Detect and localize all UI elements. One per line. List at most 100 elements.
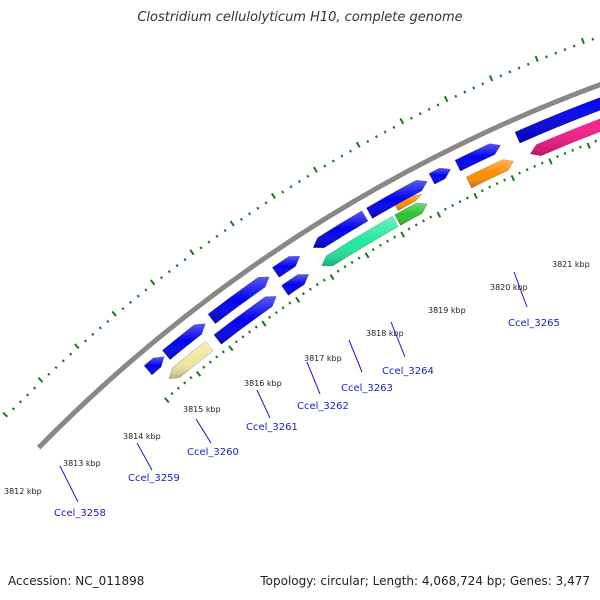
outer-tick-ring [2, 37, 595, 418]
outer-tick [443, 95, 449, 103]
outer-tick [297, 179, 301, 184]
inner-tick [571, 148, 575, 152]
outer-tick [554, 51, 558, 55]
accession-text: Accession: NC_011898 [8, 574, 145, 588]
inner-tick [407, 227, 411, 231]
gene-label: Ccel_3261 [246, 422, 298, 433]
outer-tick [580, 37, 585, 45]
outer-tick [183, 258, 187, 262]
outer-tick [136, 294, 140, 298]
kbp-label: 3815 kbp [183, 405, 221, 414]
outer-tick [508, 70, 512, 74]
gene-shading [208, 276, 270, 324]
inner-tick [195, 370, 202, 377]
inner-tick [495, 181, 499, 186]
leader-line [136, 442, 153, 471]
outer-tick [289, 185, 293, 189]
gene-shading [429, 168, 451, 185]
inner-tick [386, 239, 389, 243]
outer-tick [499, 74, 503, 78]
outer-tick [47, 372, 51, 376]
outer-tick [313, 166, 318, 173]
inner-tick [540, 161, 544, 165]
kbp-label: 3821 kbp [552, 260, 590, 269]
outer-tick [383, 130, 387, 134]
inner-tick [503, 178, 507, 182]
gene-shading [281, 274, 309, 296]
outer-tick [463, 90, 467, 94]
leader-line [306, 361, 321, 395]
inner-tick [329, 274, 335, 281]
gene-shading [366, 180, 428, 219]
inner-tick [241, 335, 245, 339]
inner-tick [315, 283, 319, 287]
outer-tick [175, 263, 179, 268]
inner-tick [451, 203, 455, 208]
kbp-label: 3813 kbp [63, 459, 101, 468]
inner-tick [357, 256, 361, 260]
outer-tick [189, 249, 195, 256]
outer-tick [366, 139, 370, 144]
inner-tick [274, 310, 278, 315]
inner-tick [189, 376, 193, 380]
leader-line [513, 271, 528, 308]
gene-shading [144, 356, 165, 375]
inner-tick [371, 247, 375, 252]
outer-tick [270, 192, 276, 199]
outer-tick [11, 407, 16, 411]
gene-shading [313, 210, 368, 248]
outer-tick [517, 66, 521, 70]
gene-label: Ccel_3258 [54, 508, 106, 519]
inner-tick [234, 340, 238, 344]
outer-tick [591, 37, 595, 41]
outer-tick [418, 112, 422, 116]
genome-backbone [36, 82, 600, 450]
inner-tick [343, 265, 347, 269]
outer-tick [106, 319, 110, 324]
genome-summary: Topology: circular; Length: 4,068,724 bp… [260, 574, 590, 588]
gene-label: Ccel_3264 [382, 366, 434, 377]
outer-tick [572, 44, 576, 48]
inner-tick [208, 360, 212, 364]
kbp-label: 3820 kbp [490, 283, 528, 292]
leader-line [256, 389, 271, 419]
inner-tick [563, 151, 567, 155]
outer-tick [481, 82, 485, 86]
gene-label: Ccel_3265 [508, 318, 560, 329]
outer-tick [98, 326, 102, 330]
inner-tick [248, 330, 252, 334]
outer-tick [32, 386, 37, 390]
outer-tick [427, 107, 431, 111]
inner-tick [548, 158, 553, 165]
inner-tick [281, 306, 285, 310]
inner-tick [221, 350, 225, 354]
inner-tick [164, 397, 170, 404]
outer-tick [323, 164, 327, 168]
inner-tick [436, 211, 442, 218]
outer-tick [399, 118, 405, 125]
leader-line [390, 321, 406, 358]
inner-tick [400, 231, 406, 238]
inner-tick [473, 192, 478, 200]
outer-tick [331, 159, 335, 163]
outer-tick [2, 411, 9, 418]
outer-tick [526, 62, 530, 66]
inner-tick [301, 292, 306, 296]
inner-tick [393, 235, 397, 239]
gene-track [143, 97, 600, 380]
map-title: Clostridium cellulolyticum H10, complete… [137, 10, 463, 25]
kbp-label: 3818 kbp [366, 329, 404, 338]
outer-tick [392, 125, 396, 129]
outer-tick [215, 234, 219, 238]
outer-tick [374, 135, 378, 139]
gene-label: Ccel_3260 [187, 447, 239, 458]
gene-labels: Ccel_3258 Ccel_3259 Ccel_3260 Ccel_3261 Ccel… [54, 271, 560, 519]
outer-tick [229, 220, 235, 227]
kbp-label: 3819 kbp [428, 306, 466, 315]
gene-shading [455, 143, 501, 172]
inner-tick [594, 139, 598, 143]
inner-tick [488, 185, 492, 189]
inner-tick [288, 301, 292, 305]
outer-tick [91, 332, 95, 336]
